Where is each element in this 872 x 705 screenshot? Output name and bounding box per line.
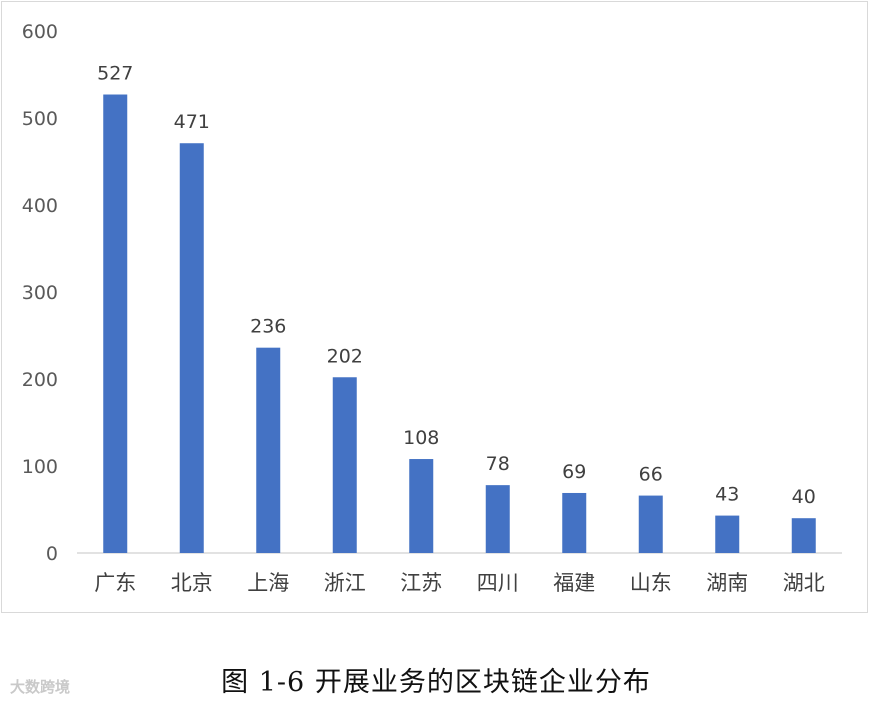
x-category-label: 山东 [630,571,672,595]
x-category-label: 湖南 [706,571,748,595]
bar [562,492,587,553]
x-category-label: 福建 [553,571,595,595]
figure-caption: 图 1-6 开展业务的区块链企业分布 [221,667,651,698]
data-labels: 527 471 236 202 108 78 69 66 43 40 [97,63,816,509]
bar [715,515,740,553]
y-tick-label: 100 [22,456,58,478]
bar [332,377,357,553]
x-category-label: 四川 [477,571,519,595]
bar [409,459,434,553]
bar [791,518,816,553]
data-label: 471 [174,111,210,133]
y-tick-label: 400 [22,195,58,217]
x-axis-category-labels: 广东 北京 上海 浙江 江苏 四川 福建 山东 湖南 湖北 [94,571,825,595]
data-label: 69 [562,461,586,483]
y-tick-label: 600 [22,21,58,43]
bar-chart: 0 100 200 300 400 500 600 527 471 236 202 108 78 69 6… [22,21,842,595]
chart-frame: 0 100 200 300 400 500 600 527 471 236 202 108 78 69 6… [1,1,868,613]
bars [103,94,816,554]
data-label: 78 [486,453,510,475]
data-label: 40 [792,486,816,508]
data-label: 202 [327,345,363,367]
data-label: 236 [250,316,286,338]
x-category-label: 浙江 [324,571,366,595]
x-category-label: 北京 [171,571,213,595]
y-tick-label: 500 [22,108,58,130]
bar [638,495,663,553]
y-axis-tick-labels: 0 100 200 300 400 500 600 [22,21,58,565]
y-tick-label: 300 [22,282,58,304]
bar [256,347,281,553]
x-category-label: 江苏 [400,571,442,595]
data-label: 527 [97,63,133,85]
x-category-label: 上海 [247,571,289,595]
data-label: 43 [715,484,739,506]
bar [485,485,510,553]
watermark: 大数跨境 [10,678,71,696]
y-tick-label: 200 [22,369,58,391]
x-category-label: 湖北 [783,571,825,595]
x-category-label: 广东 [94,571,136,595]
data-label: 66 [639,464,663,486]
y-tick-label: 0 [46,543,58,565]
data-label: 108 [403,427,439,449]
bar [103,94,128,553]
bar [179,143,204,554]
